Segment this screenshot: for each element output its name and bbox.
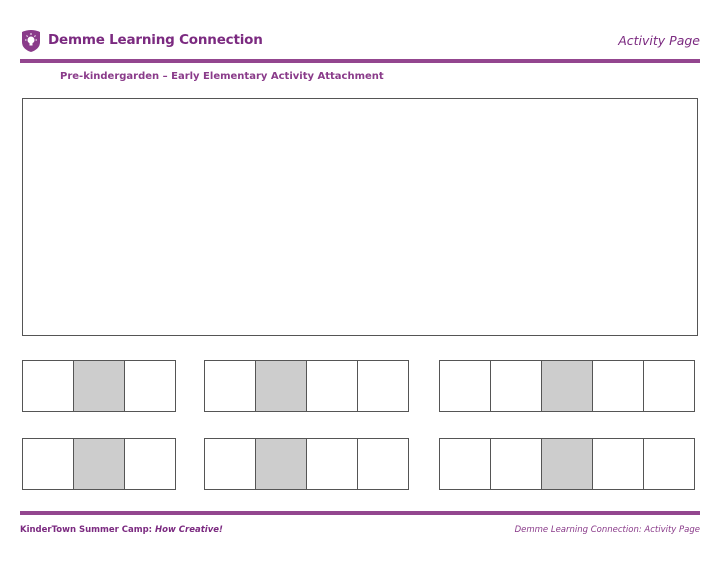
blank-cell — [22, 438, 74, 490]
blank-cell — [592, 360, 644, 412]
header-divider — [20, 59, 700, 63]
shaded-cell — [73, 360, 125, 412]
blank-cell — [357, 360, 409, 412]
blank-cell — [439, 438, 491, 490]
blank-cell — [643, 360, 695, 412]
footer-theme: How Creative! — [155, 525, 223, 535]
footer-left: KinderTown Summer Camp: How Creative! — [20, 525, 223, 535]
footer-right: Demme Learning Connection: Activity Page — [514, 525, 700, 535]
footer-divider — [20, 511, 700, 515]
page-subtitle: Pre-kindergarden – Early Elementary Acti… — [60, 71, 384, 82]
blank-cell — [306, 360, 358, 412]
brand-name: Demme Learning Connection — [48, 32, 263, 48]
footer-camp: KinderTown Summer Camp: — [20, 525, 156, 535]
blank-cell — [204, 438, 256, 490]
shaded-cell — [541, 360, 593, 412]
shaded-cell — [73, 438, 125, 490]
drawing-area — [22, 98, 698, 336]
blank-cell — [124, 360, 176, 412]
pattern-group — [22, 360, 176, 412]
blank-cell — [22, 360, 74, 412]
pattern-group — [204, 438, 409, 490]
shaded-cell — [255, 438, 307, 490]
blank-cell — [490, 360, 542, 412]
shaded-cell — [255, 360, 307, 412]
blank-cell — [643, 438, 695, 490]
blank-cell — [306, 438, 358, 490]
pattern-group — [204, 360, 409, 412]
pattern-group — [439, 438, 695, 490]
blank-cell — [490, 438, 542, 490]
blank-cell — [592, 438, 644, 490]
shaded-cell — [541, 438, 593, 490]
pattern-group — [22, 438, 176, 490]
blank-cell — [357, 438, 409, 490]
pattern-group — [439, 360, 695, 412]
page-label: Activity Page — [618, 33, 700, 48]
lightbulb-shield-icon — [22, 30, 40, 52]
blank-cell — [204, 360, 256, 412]
blank-cell — [124, 438, 176, 490]
blank-cell — [439, 360, 491, 412]
